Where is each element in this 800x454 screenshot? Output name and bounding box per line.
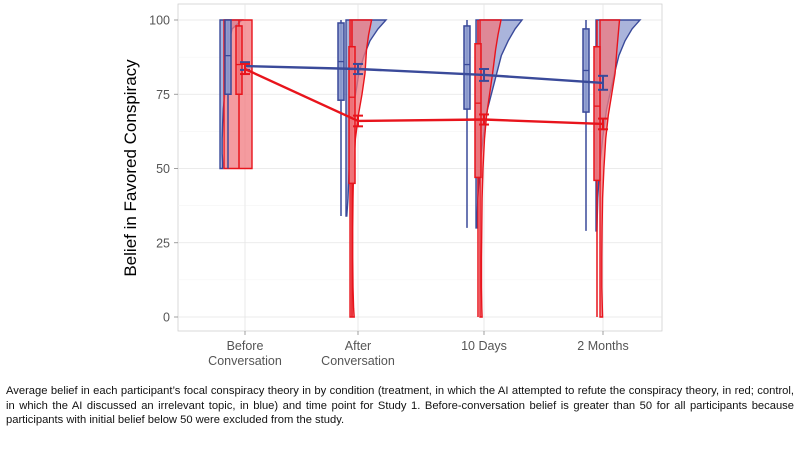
mean-lines [240, 61, 608, 131]
x-tick-label: 10 Days [461, 339, 507, 353]
x-tick-label-line: Conversation [208, 354, 282, 368]
y-tick-label: 50 [156, 162, 170, 176]
x-tick-label-line: 10 Days [461, 339, 507, 353]
y-axis-ticks: 0 25 50 75 100 [149, 14, 178, 325]
box-plots [224, 19, 601, 317]
x-tick-label-line: Before [227, 339, 264, 353]
mean-line-treatment [244, 67, 604, 126]
y-tick-label: 0 [163, 311, 170, 325]
y-tick-label: 25 [156, 236, 170, 250]
x-tick-label: Before Conversation [208, 339, 282, 368]
figure-caption: Average belief in each participant’s foc… [6, 385, 794, 426]
mean-line-control [244, 64, 604, 85]
y-tick-label: 100 [149, 14, 170, 28]
box-control [224, 19, 232, 95]
x-tick-label: 2 Months [577, 339, 628, 353]
y-axis-title: Belief in Favored Conspiracy [121, 59, 140, 277]
y-tick-label: 75 [156, 88, 170, 102]
plot-panel [177, 3, 663, 332]
x-tick-label: After Conversation [321, 339, 395, 368]
density-treatment [479, 19, 502, 318]
density-treatment [599, 19, 621, 318]
box-treatment [593, 45, 601, 182]
box-treatment [235, 25, 243, 95]
box-treatment [474, 43, 482, 179]
x-tick-label-line: 2 Months [577, 339, 628, 353]
box-control [463, 25, 471, 110]
x-tick-label-line: After [345, 339, 371, 353]
x-tick-label-line: Conversation [321, 354, 395, 368]
